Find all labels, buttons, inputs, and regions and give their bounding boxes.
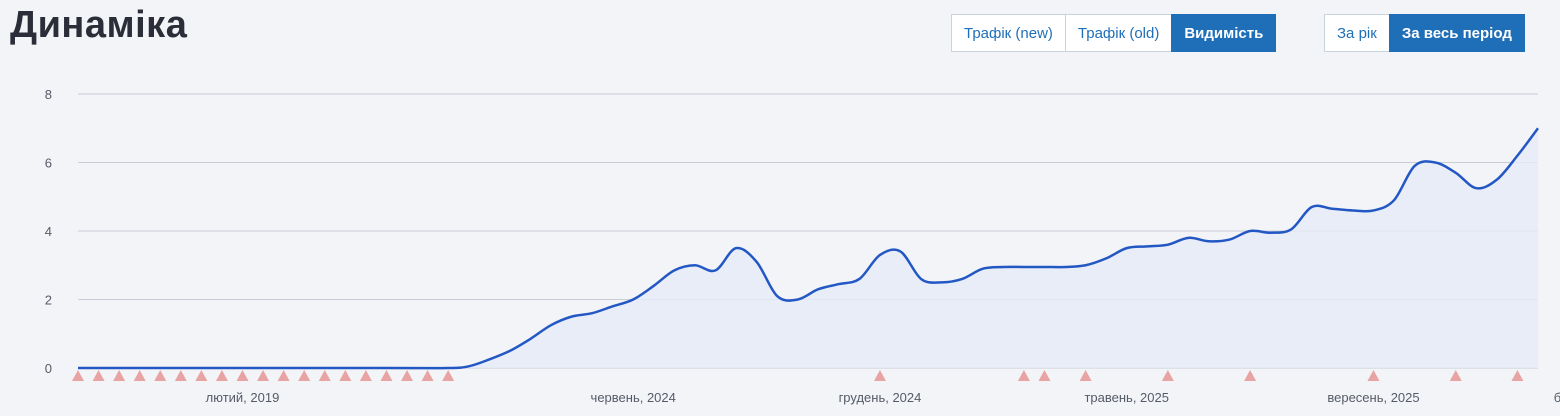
event-marker[interactable] <box>380 370 393 381</box>
event-marker[interactable] <box>174 370 187 381</box>
y-tick-label: 8 <box>45 87 52 102</box>
event-marker[interactable] <box>72 370 84 381</box>
x-tick-label: травень, 2025 <box>1084 390 1169 405</box>
x-tick-label: грудень, 2024 <box>839 390 922 405</box>
event-marker[interactable] <box>298 370 311 381</box>
tab-all-time[interactable]: За весь період <box>1388 14 1525 52</box>
y-tick-label: 6 <box>45 156 52 171</box>
x-tick-label: вересень, 2025 <box>1327 390 1419 405</box>
metric-tabs: Трафік (new) Трафік (old) Видимість <box>951 14 1277 52</box>
x-tick-label: березень, 2026 <box>1554 390 1560 405</box>
y-tick-label: 4 <box>45 224 52 239</box>
event-marker[interactable] <box>1511 370 1524 381</box>
event-marker[interactable] <box>1017 370 1030 381</box>
series-area <box>78 128 1538 369</box>
event-marker[interactable] <box>1367 370 1380 381</box>
event-marker[interactable] <box>1449 370 1462 381</box>
period-tabs: За рік За весь період <box>1324 14 1525 52</box>
y-tick-label: 0 <box>45 361 52 376</box>
event-marker[interactable] <box>442 370 455 381</box>
event-marker[interactable] <box>236 370 249 381</box>
y-tick-label: 2 <box>45 293 52 308</box>
event-marker[interactable] <box>318 370 331 381</box>
event-marker[interactable] <box>1038 370 1051 381</box>
event-markers <box>72 370 1524 381</box>
event-marker[interactable] <box>133 370 146 381</box>
event-marker[interactable] <box>339 370 352 381</box>
event-marker[interactable] <box>113 370 126 381</box>
x-tick-label: лютий, 2019 <box>206 390 280 405</box>
event-marker[interactable] <box>195 370 208 381</box>
event-marker[interactable] <box>1079 370 1092 381</box>
series-line <box>78 127 1539 370</box>
event-marker[interactable] <box>92 370 105 381</box>
x-axis: лютий, 2019 червень, 2024 грудень, 2024 тра… <box>206 390 1560 405</box>
event-marker[interactable] <box>873 370 886 381</box>
x-tick-label: червень, 2024 <box>591 390 676 405</box>
event-marker[interactable] <box>277 370 290 381</box>
event-marker[interactable] <box>359 370 372 381</box>
tab-traffic-new[interactable]: Трафік (new) <box>951 14 1066 52</box>
event-marker[interactable] <box>401 370 414 381</box>
event-marker[interactable] <box>215 370 228 381</box>
event-marker[interactable] <box>257 370 270 381</box>
event-marker[interactable] <box>1161 370 1174 381</box>
tab-visibility[interactable]: Видимість <box>1171 14 1277 52</box>
y-axis: 0 2 4 6 8 <box>45 87 52 376</box>
event-marker[interactable] <box>1244 370 1257 381</box>
event-marker[interactable] <box>154 370 167 381</box>
page-title: Динаміка <box>10 4 188 46</box>
event-marker[interactable] <box>421 370 434 381</box>
chart-series <box>78 127 1539 370</box>
